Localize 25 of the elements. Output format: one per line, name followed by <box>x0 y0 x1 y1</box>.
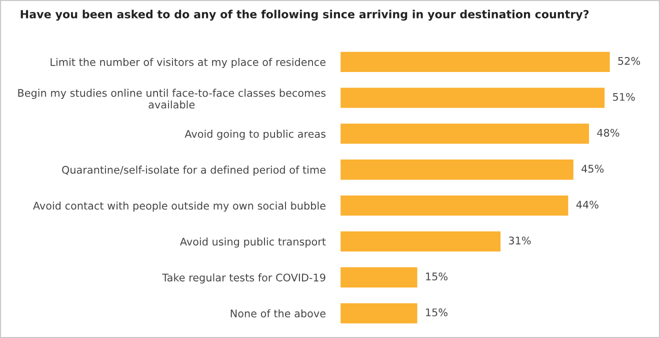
y-tick-label: Avoid contact with people outside my own social bubble <box>33 202 326 212</box>
bar <box>340 194 570 218</box>
y-tick-label: None of the above <box>230 309 326 318</box>
y-tick-label: Avoid using public transport <box>180 238 326 248</box>
bar <box>340 86 606 110</box>
bar <box>340 158 575 182</box>
chart-title: Have you been asked to do any of the following since arriving in your destination country? <box>20 10 589 21</box>
y-tick-label: Begin my studies online until face-to-face classes becomes available <box>18 88 326 109</box>
bar <box>340 50 610 74</box>
data-label: 31% <box>508 236 531 244</box>
data-label: 48% <box>597 128 620 137</box>
bar <box>340 122 590 146</box>
data-label: 45% <box>582 164 604 173</box>
data-label: 15% <box>426 272 448 280</box>
bar <box>340 230 502 253</box>
data-label: 51% <box>613 92 635 101</box>
data-label: 44% <box>576 200 598 209</box>
bar <box>340 302 419 325</box>
y-tick-label: Avoid going to public areas <box>184 130 326 140</box>
y-tick-label: Limit the number of visitors at my place of residence <box>50 58 326 68</box>
y-tick-label: Take regular tests for COVID-19 <box>162 273 326 284</box>
data-label: 52% <box>618 57 640 65</box>
bar <box>340 266 419 289</box>
y-tick-label: Quarantine/self-isolate for a defined period of time <box>62 166 326 176</box>
data-label: 15% <box>426 308 448 316</box>
